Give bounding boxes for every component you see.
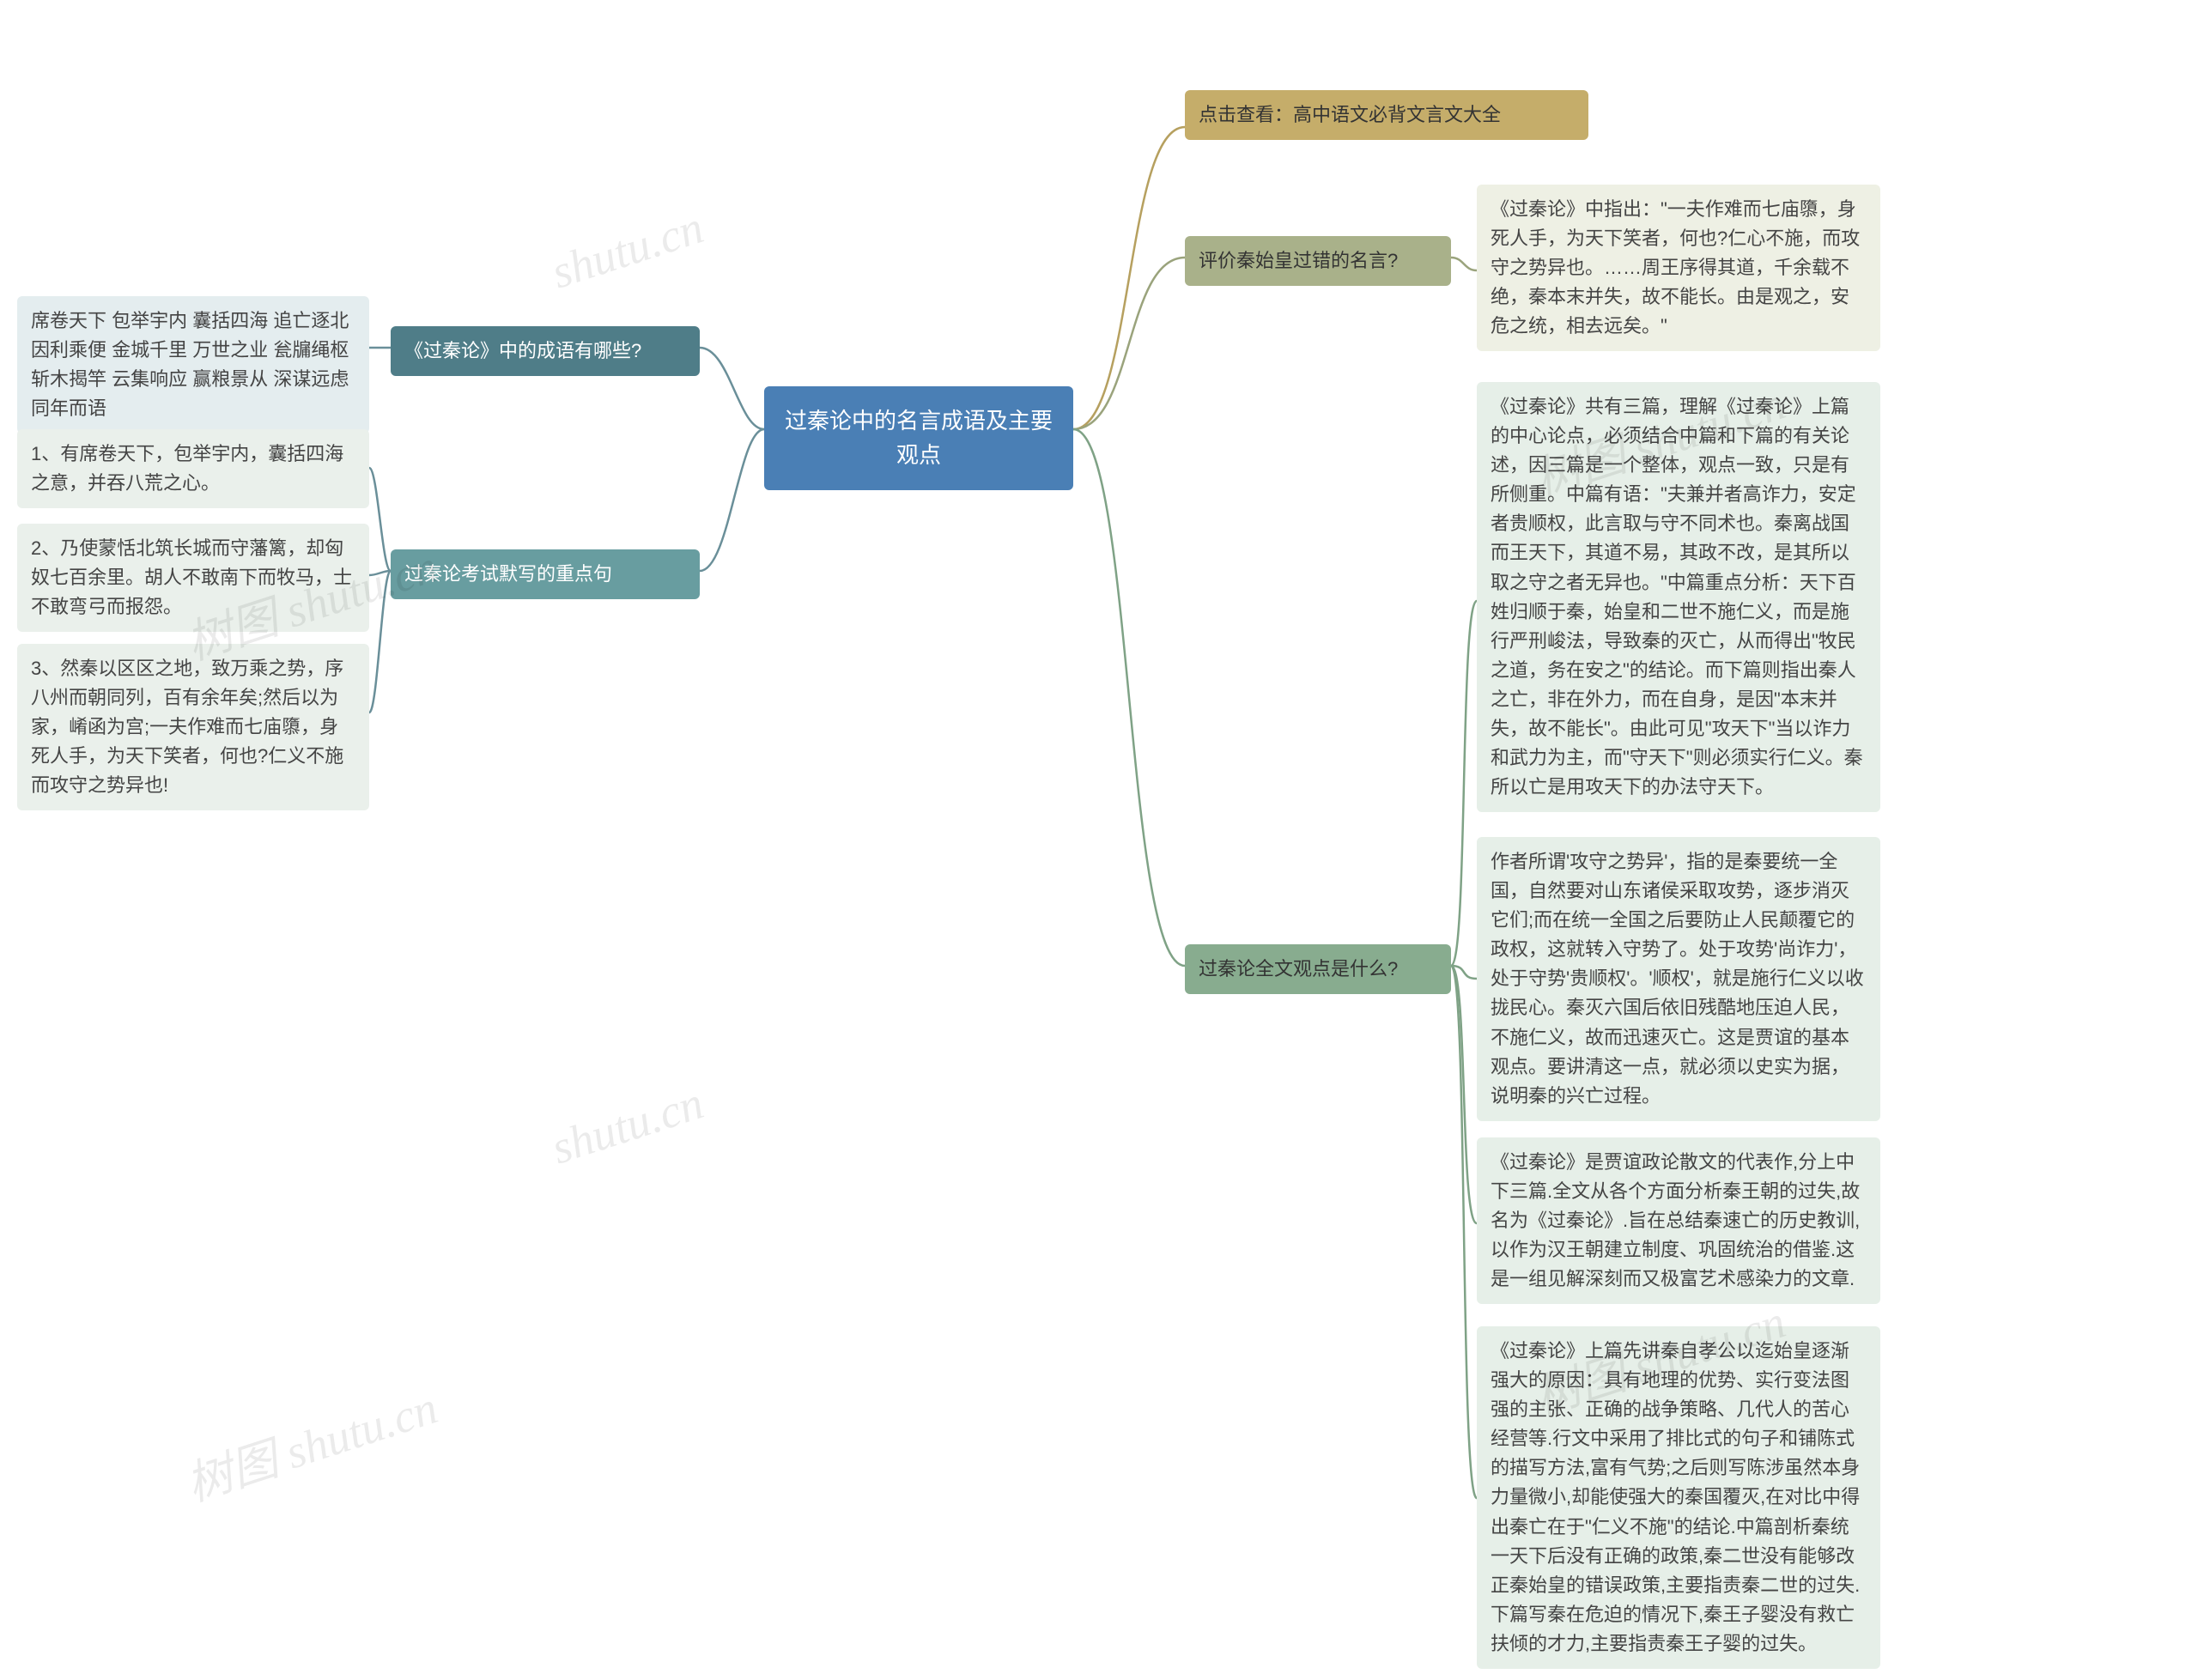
leaf-view-3: 《过秦论》是贾谊政论散文的代表作,分上中下三篇.全文从各个方面分析秦王朝的过失,… [1477, 1137, 1880, 1304]
watermark: shutu.cn [545, 200, 710, 299]
branch-viewpoint[interactable]: 过秦论全文观点是什么? [1185, 944, 1451, 994]
leaf-view-2: 作者所谓'攻守之势异'，指的是秦要统一全国，自然要对山东诸侯采取攻势，逐步消灭它… [1477, 837, 1880, 1121]
branch-idioms[interactable]: 《过秦论》中的成语有哪些? [391, 326, 700, 376]
branch-key-sentences[interactable]: 过秦论考试默写的重点句 [391, 549, 700, 599]
leaf-evaluate: 《过秦论》中指出："一夫作难而七庙隳，身死人手，为天下笑者，何也?仁心不施，而攻… [1477, 185, 1880, 351]
leaf-key-2: 2、乃使蒙恬北筑长城而守藩篱，却匈奴七百余里。胡人不敢南下而牧马，士不敢弯弓而报… [17, 524, 369, 632]
leaf-view-1: 《过秦论》共有三篇，理解《过秦论》上篇的中心论点，必须结合中篇和下篇的有关论述，… [1477, 382, 1880, 812]
root-node[interactable]: 过秦论中的名言成语及主要观点 [764, 386, 1073, 490]
branch-evaluate[interactable]: 评价秦始皇过错的名言? [1185, 236, 1451, 286]
leaf-view-4: 《过秦论》上篇先讲秦自孝公以迄始皇逐渐强大的原因：具有地理的优势、实行变法图强的… [1477, 1326, 1880, 1669]
leaf-key-3: 3、然秦以区区之地，致万乘之势，序八州而朝同列，百有余年矣;然后以为家，崤函为宫… [17, 644, 369, 810]
watermark: shutu.cn [545, 1076, 710, 1174]
leaf-idioms: 席卷天下 包举宇内 囊括四海 追亡逐北 因利乘便 金城千里 万世之业 瓮牖绳枢 … [17, 296, 369, 434]
branch-link[interactable]: 点击查看：高中语文必背文言文大全 [1185, 90, 1588, 140]
watermark: 树图 shutu.cn [176, 1369, 445, 1514]
leaf-key-1: 1、有席卷天下，包举宇内，囊括四海之意，并吞八荒之心。 [17, 429, 369, 508]
